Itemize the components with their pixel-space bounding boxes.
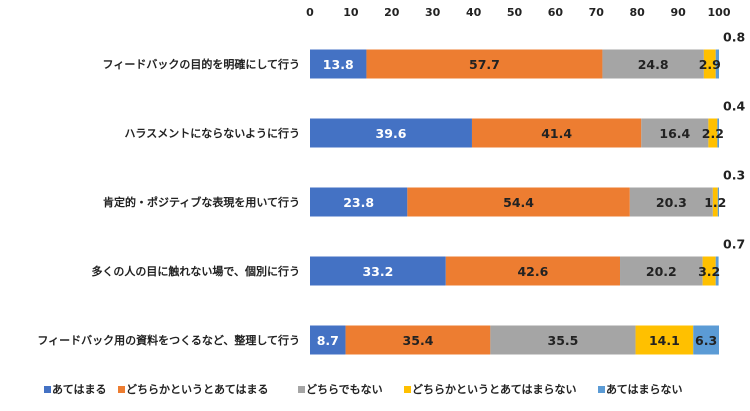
data-labels: 13.8 57.7 24.8 2.90.8 39.6 41.4 16.4 2.2 0.4 23.8… [317, 30, 746, 349]
legend-swatch [44, 386, 51, 393]
data-label: 54.4 [503, 195, 534, 210]
bars [310, 49, 719, 355]
data-label: 20.3 [656, 195, 687, 210]
data-label: 23.8 [343, 195, 374, 210]
x-tick-label: 90 [670, 6, 686, 19]
legend-label: どちらでもない [306, 383, 383, 396]
data-label: 35.5 [548, 333, 579, 348]
x-tick-label: 70 [589, 6, 605, 19]
bar-segment [715, 256, 719, 286]
data-label: 14.1 [649, 333, 680, 348]
bar-segment [635, 325, 694, 355]
data-label: 20.2 [646, 264, 677, 279]
data-label: 33.2 [362, 264, 393, 279]
bar-segment [366, 49, 603, 79]
x-tick-label: 100 [708, 6, 731, 19]
legend-swatch [118, 386, 125, 393]
category-label: 肯定的・ポジティブな表現を用いて行う [103, 195, 300, 209]
data-label: 0.4 [723, 99, 745, 114]
bar-segment [471, 118, 642, 148]
x-tick-label: 20 [384, 6, 400, 19]
legend: あてはまる どちらかというとあてはまる どちらでもない どちらかというとあてはまらない… [44, 383, 683, 396]
legend-label: どちらかというとあてはまらない [412, 383, 577, 396]
bar-segment [345, 325, 491, 355]
bar-segment [310, 118, 472, 148]
bar-segment [641, 118, 709, 148]
legend-swatch [298, 386, 305, 393]
data-label: 2.9 [699, 57, 721, 72]
category-label: 多くの人の目に触れない場で、個別に行う [91, 264, 300, 278]
x-tick-label: 0 [306, 6, 314, 19]
data-label: 41.4 [541, 126, 572, 141]
category-label: フィードバック用の資料をつくるなど、整理して行う [37, 333, 300, 347]
category-label: ハラスメントにならないように行う [124, 126, 300, 140]
data-label: 0.8 [723, 30, 745, 45]
bar-segment [445, 256, 621, 286]
bar-segment [708, 118, 718, 148]
bar-segment [717, 118, 719, 148]
bar-segment [310, 49, 367, 79]
bar-segment [693, 325, 719, 355]
bar-segment [602, 49, 704, 79]
legend-label: どちらかというとあてはまる [126, 383, 269, 396]
x-tick-label: 60 [548, 6, 564, 19]
bar-segment [310, 256, 446, 286]
bar-segment [717, 187, 719, 217]
x-tick-label: 50 [507, 6, 523, 19]
bar-segment [712, 187, 718, 217]
bar-segment [629, 187, 713, 217]
data-label: 42.6 [517, 264, 548, 279]
category-label: フィードバックの目的を明確にして行う [103, 57, 300, 71]
data-label: 8.7 [317, 333, 339, 348]
x-tick-label: 80 [630, 6, 646, 19]
data-label: 0.3 [723, 168, 745, 183]
data-label: 16.4 [659, 126, 690, 141]
bar-segment [310, 187, 408, 217]
bar-segment [702, 256, 716, 286]
x-axis: 0 10 20 30 40 50 60 70 80 90 100 [306, 6, 731, 19]
bar-segment [620, 256, 703, 286]
data-label: 6.3 [695, 333, 717, 348]
legend-swatch [598, 386, 605, 393]
data-label: 2.2 [702, 126, 724, 141]
data-label: 57.7 [469, 57, 500, 72]
data-label: 0.7 [723, 237, 745, 252]
bar-segment [310, 325, 346, 355]
data-label: 24.8 [638, 57, 669, 72]
data-label: 3.2 [698, 264, 720, 279]
x-tick-label: 10 [343, 6, 359, 19]
data-label: 39.6 [376, 126, 407, 141]
bar-segment [703, 49, 716, 79]
bar-segment [490, 325, 636, 355]
data-label: 1.2 [704, 195, 726, 210]
x-tick-label: 30 [425, 6, 441, 19]
category-labels: フィードバックの目的を明確にして行うハラスメントにならないように行う肯定的・ポジ… [37, 57, 300, 347]
bar-segment [407, 187, 630, 217]
legend-label: あてはまる [52, 383, 107, 396]
bar-segment [715, 49, 719, 79]
legend-label: あてはまらない [606, 383, 683, 396]
data-label: 35.4 [403, 333, 434, 348]
legend-swatch [404, 386, 411, 393]
x-tick-label: 40 [466, 6, 482, 19]
data-label: 13.8 [323, 57, 354, 72]
